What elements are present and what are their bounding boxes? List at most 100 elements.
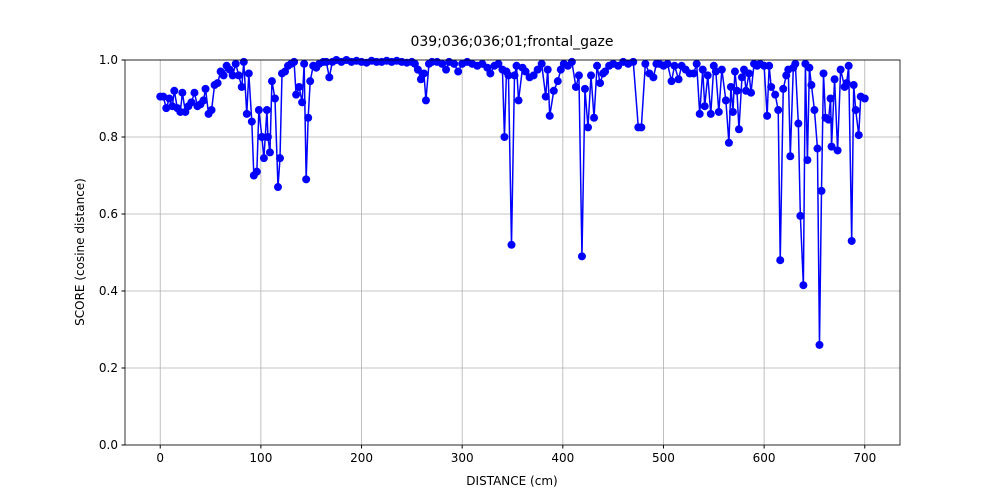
data-point: [178, 88, 187, 97]
data-point: [537, 59, 546, 68]
y-tick-label: 1.0: [99, 53, 118, 67]
data-point: [830, 75, 839, 84]
data-point: [667, 77, 676, 86]
data-point: [304, 113, 313, 122]
data-point: [265, 148, 274, 157]
data-point: [732, 86, 741, 95]
data-point: [270, 94, 279, 103]
data-point: [706, 109, 715, 118]
data-point: [728, 107, 737, 116]
data-point: [199, 96, 208, 105]
x-axis-label: DISTANCE (cm): [466, 474, 557, 488]
data-point: [842, 79, 851, 88]
data-point: [300, 59, 309, 68]
data-point: [306, 77, 315, 86]
data-point: [860, 94, 869, 103]
data-point: [629, 57, 638, 66]
data-point: [242, 109, 251, 118]
data-point: [847, 236, 856, 245]
data-point: [290, 57, 299, 66]
data-point: [201, 84, 210, 93]
data-point: [533, 65, 542, 74]
data-point: [670, 61, 679, 70]
data-point: [601, 67, 610, 76]
data-point: [813, 144, 822, 153]
x-tick-label: 700: [853, 451, 876, 465]
data-point: [187, 98, 196, 107]
data-point: [521, 67, 530, 76]
data-point: [325, 73, 334, 82]
data-point: [717, 65, 726, 74]
data-point: [574, 71, 583, 80]
data-point: [695, 109, 704, 118]
data-point: [244, 69, 253, 78]
data-point: [507, 240, 516, 249]
data-point: [587, 71, 596, 80]
data-point: [833, 146, 842, 155]
data-point: [786, 152, 795, 161]
data-point: [419, 69, 428, 78]
data-point: [276, 154, 284, 163]
data-point: [298, 98, 307, 107]
data-point: [159, 92, 168, 101]
data-point: [849, 81, 858, 90]
data-point: [819, 69, 828, 78]
data-point: [817, 186, 826, 195]
data-point: [486, 69, 495, 78]
data-point: [262, 106, 271, 115]
data-point: [714, 107, 723, 116]
data-point: [590, 113, 599, 122]
data-point: [698, 65, 707, 74]
data-point: [596, 79, 605, 88]
data-point: [737, 73, 746, 82]
data-point: [442, 65, 451, 74]
data-point: [231, 59, 240, 68]
data-point: [851, 106, 860, 115]
data-point: [826, 94, 835, 103]
x-tick-label: 200: [350, 451, 373, 465]
data-point: [827, 142, 836, 151]
data-point: [292, 90, 301, 99]
data-point: [745, 69, 754, 78]
data-point: [190, 88, 199, 97]
y-tick-label: 0.8: [99, 130, 118, 144]
data-point: [810, 106, 819, 115]
data-point: [239, 57, 248, 66]
y-tick-label: 0.4: [99, 284, 118, 298]
x-tick-label: 400: [551, 451, 574, 465]
data-point: [545, 111, 554, 120]
data-point: [771, 90, 780, 99]
data-point: [663, 59, 672, 68]
data-point: [219, 71, 228, 80]
data-point: [689, 69, 698, 78]
data-point: [295, 82, 304, 91]
data-point: [747, 88, 756, 97]
data-point: [254, 106, 263, 115]
data-point: [734, 125, 743, 134]
data-point: [213, 79, 222, 88]
data-point: [791, 59, 800, 68]
data-point: [763, 111, 772, 120]
data-point: [571, 82, 580, 91]
data-point: [794, 119, 803, 128]
data-point: [637, 123, 646, 132]
data-point: [774, 106, 783, 115]
data-point: [799, 281, 808, 290]
data-point: [549, 86, 558, 95]
data-point: [567, 57, 576, 66]
data-point: [450, 59, 459, 68]
data-point: [577, 252, 586, 261]
data-point: [454, 67, 463, 76]
chart-title: 039;036;036;01;frontal_gaze: [410, 34, 613, 50]
data-point: [649, 73, 658, 82]
data-point: [765, 61, 774, 70]
data-point: [767, 82, 776, 91]
data-point: [805, 63, 814, 72]
data-point: [796, 211, 805, 220]
data-point: [836, 65, 845, 74]
data-point: [807, 81, 816, 90]
x-tick-label: 300: [451, 451, 474, 465]
data-point: [237, 82, 246, 91]
data-point: [541, 92, 550, 101]
